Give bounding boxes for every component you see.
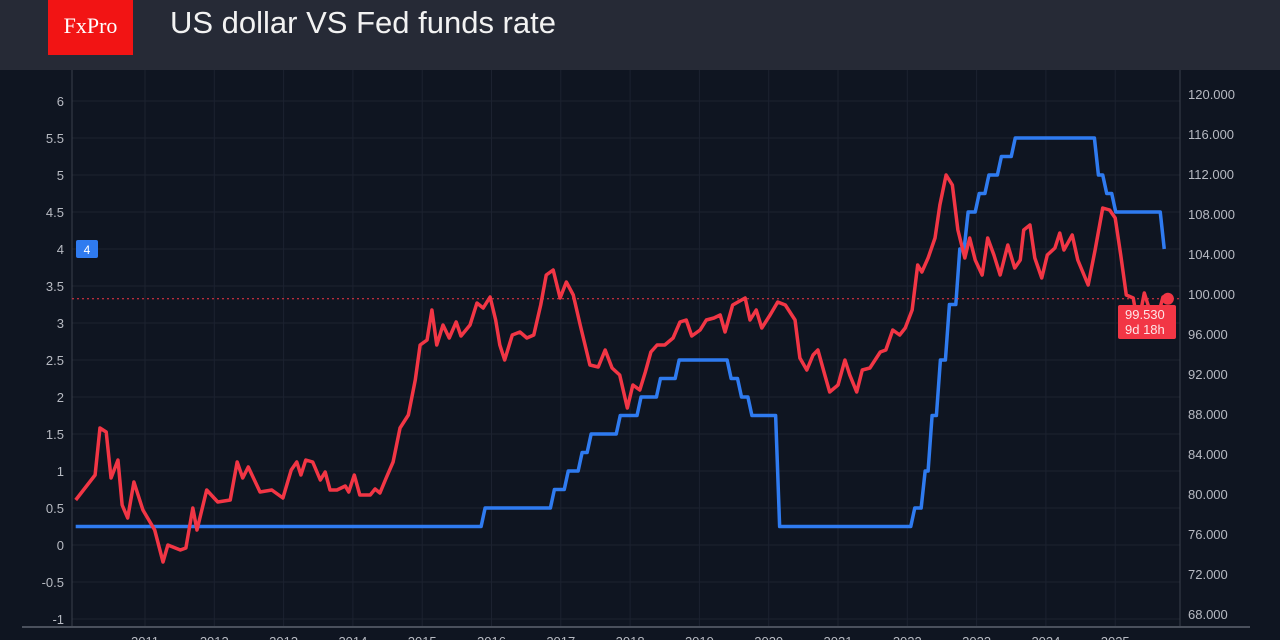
x-tick-label: 2015 xyxy=(408,634,437,640)
x-axis: 2011 2012 2013 2014 2015 2016 2017 2018 2019 2020… xyxy=(131,634,1130,640)
left-axis: 6 5.5 5 4.5 4 3.5 3 2.5 2 1.5 1 0.5 0 -0.5 -1 xyxy=(42,94,64,627)
x-tick-label: 2018 xyxy=(616,634,645,640)
x-tick-label: 2016 xyxy=(477,634,506,640)
last-price-dot xyxy=(1161,292,1174,305)
price-tag xyxy=(1118,305,1176,339)
right-tick-label: 112.000 xyxy=(1188,167,1234,182)
plot-background xyxy=(0,70,1280,640)
left-tick-label: 1.5 xyxy=(46,427,64,442)
us-dollar-index-line xyxy=(74,173,1169,564)
x-tick-label: 2022 xyxy=(893,634,922,640)
fed-rate-badge-value: 4 xyxy=(84,243,91,257)
left-tick-label: 0.5 xyxy=(46,501,64,516)
right-tick-label: 96.000 xyxy=(1188,327,1228,342)
right-tick-label: 68.000 xyxy=(1188,607,1228,622)
x-tick-label: 2020 xyxy=(754,634,783,640)
left-tick-label: 2.5 xyxy=(46,353,64,368)
left-tick-label: 6 xyxy=(57,94,64,109)
x-tick-label: 2013 xyxy=(269,634,298,640)
right-axis: 120.000 116.000 112.000 108.000 104.000 100.0… xyxy=(1188,87,1235,622)
right-tick-label: 116.000 xyxy=(1188,127,1234,142)
left-tick-label: 0 xyxy=(57,538,64,553)
right-tick-label: 84.000 xyxy=(1188,447,1228,462)
fxpro-logo: FxPro xyxy=(48,0,133,55)
left-tick-label: -0.5 xyxy=(42,575,64,590)
left-tick-label: -1 xyxy=(52,612,64,627)
series-lines xyxy=(74,136,1169,564)
right-tick-label: 72.000 xyxy=(1188,567,1228,582)
right-tick-label: 100.000 xyxy=(1188,287,1235,302)
right-tick-label: 80.000 xyxy=(1188,487,1228,502)
x-tick-label: 2012 xyxy=(200,634,229,640)
x-tick-label: 2025 xyxy=(1101,634,1130,640)
x-tick-label: 2021 xyxy=(824,634,853,640)
left-tick-label: 1 xyxy=(57,464,64,479)
left-tick-label: 4.5 xyxy=(46,205,64,220)
left-tick-label: 3.5 xyxy=(46,279,64,294)
left-tick-label: 2 xyxy=(57,390,64,405)
price-tag-countdown: 9d 18h xyxy=(1125,322,1165,337)
right-tick-label: 92.000 xyxy=(1188,367,1228,382)
fed-funds-rate-line xyxy=(75,136,1166,529)
x-tick-label: 2023 xyxy=(962,634,991,640)
left-tick-label: 5 xyxy=(57,168,64,183)
right-tick-label: 76.000 xyxy=(1188,527,1228,542)
grid xyxy=(0,70,1280,640)
x-tick-label: 2019 xyxy=(685,634,714,640)
left-tick-label: 3 xyxy=(57,316,64,331)
fed-rate-badge xyxy=(76,240,98,258)
chart-header: FxPro US dollar VS Fed funds rate xyxy=(0,0,1280,70)
x-tick-label: 2014 xyxy=(338,634,367,640)
chart-title: US dollar VS Fed funds rate xyxy=(170,5,556,40)
x-tick-label: 2011 xyxy=(131,634,159,640)
x-tick-label: 2024 xyxy=(1031,634,1060,640)
right-tick-label: 120.000 xyxy=(1188,87,1235,102)
x-tick-label: 2017 xyxy=(546,634,575,640)
price-tag-value: 99.530 xyxy=(1125,307,1165,322)
right-tick-label: 108.000 xyxy=(1188,207,1235,222)
left-tick-label: 4 xyxy=(57,242,64,257)
right-tick-label: 88.000 xyxy=(1188,407,1228,422)
left-tick-label: 5.5 xyxy=(46,131,64,146)
right-tick-label: 104.000 xyxy=(1188,247,1235,262)
